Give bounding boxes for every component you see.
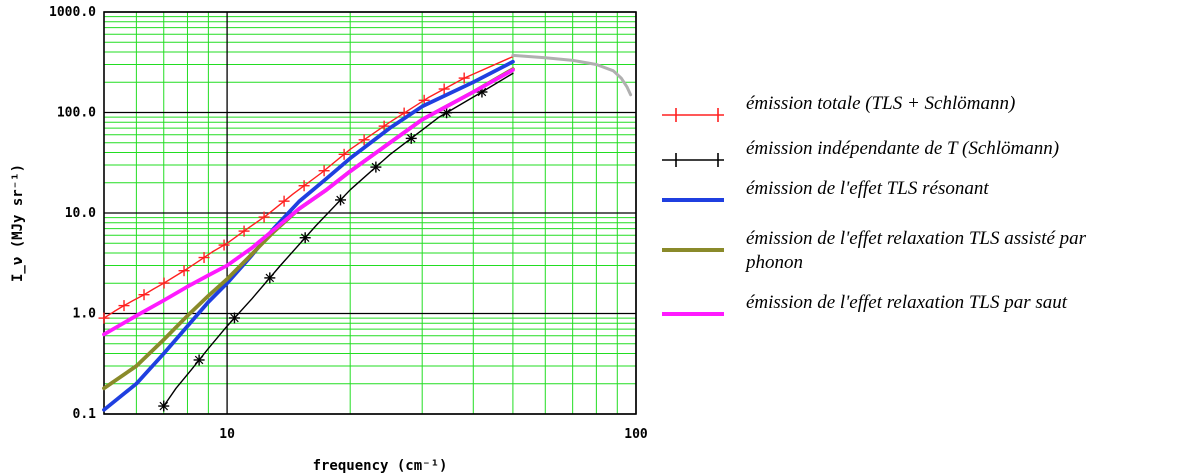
series-4 [102, 68, 515, 337]
legend-item: émission de l'effet relaxation TLS par s… [662, 292, 1068, 316]
x-axis-label: frequency (cm⁻¹) [313, 458, 448, 474]
series-0-marker [158, 277, 170, 289]
series-0-marker [458, 72, 470, 84]
series-1-marker [405, 132, 417, 144]
series-0-marker [338, 148, 350, 160]
series-0-marker [138, 289, 150, 301]
series-layer [98, 53, 633, 412]
series-0-marker [218, 239, 230, 251]
series-1-marker [158, 400, 170, 412]
legend-label: émission de l'effet relaxation TLS par s… [746, 292, 1068, 313]
series-1-marker [264, 272, 276, 284]
series-0-marker [438, 83, 450, 95]
x-tick-label: 10 [219, 427, 235, 442]
legend-item: émission indépendante de T (Schlömann) [662, 138, 1059, 167]
series-1-marker [335, 194, 347, 206]
series-1-line [163, 72, 514, 407]
x-tick-labels: 10 100 [219, 427, 648, 442]
series-1-marker [441, 107, 453, 119]
series-0-marker [298, 180, 310, 192]
series-0-marker [278, 195, 290, 207]
y-axis-label: I_ν (MJy sr⁻¹) [10, 164, 26, 282]
series-1-marker [299, 232, 311, 244]
x-tick-label: 100 [624, 427, 648, 442]
y-tick-label: 0.1 [73, 407, 97, 422]
series-0-marker [198, 252, 210, 264]
series-0-marker [238, 225, 250, 237]
y-tick-label: 10.0 [65, 206, 96, 221]
series-0-marker [118, 300, 130, 312]
y-tick-label: 1.0 [73, 307, 97, 322]
series-0-marker [378, 120, 390, 132]
series-0-marker [318, 165, 330, 177]
legend-label: émission totale (TLS + Schlömann) [746, 93, 1015, 114]
plot-frame [103, 11, 637, 415]
series-1-marker [370, 161, 382, 173]
series-4-line [102, 68, 515, 337]
series-0-marker [358, 134, 370, 146]
series-1-marker [193, 354, 205, 366]
y-tick-label: 1000.0 [49, 5, 96, 20]
series-5 [511, 53, 633, 97]
legend-label: émission indépendante de T (Schlömann) [746, 138, 1059, 159]
y-tick-labels: 0.1 1.0 10.0 100.0 1000.0 [49, 5, 96, 422]
series-1-marker [228, 312, 240, 324]
legend: émission totale (TLS + Schlömann) émissio… [662, 93, 1087, 316]
legend-label: phonon [744, 252, 803, 273]
legend-item: émission totale (TLS + Schlömann) [662, 93, 1015, 122]
legend-label: émission de l'effet relaxation TLS assis… [746, 228, 1087, 249]
legend-item: émission de l'effet TLS résonant [662, 178, 989, 202]
series-0-line [103, 55, 514, 319]
series-5-line [511, 53, 633, 97]
legend-label: émission de l'effet TLS résonant [746, 178, 989, 199]
series-0 [98, 55, 514, 324]
y-tick-label: 100.0 [57, 106, 96, 121]
series-0-marker [98, 312, 110, 324]
series-0-marker [178, 265, 190, 277]
legend-item: émission de l'effet relaxation TLS assis… [662, 228, 1087, 273]
series-0-marker [258, 211, 270, 223]
series-1 [158, 72, 514, 412]
